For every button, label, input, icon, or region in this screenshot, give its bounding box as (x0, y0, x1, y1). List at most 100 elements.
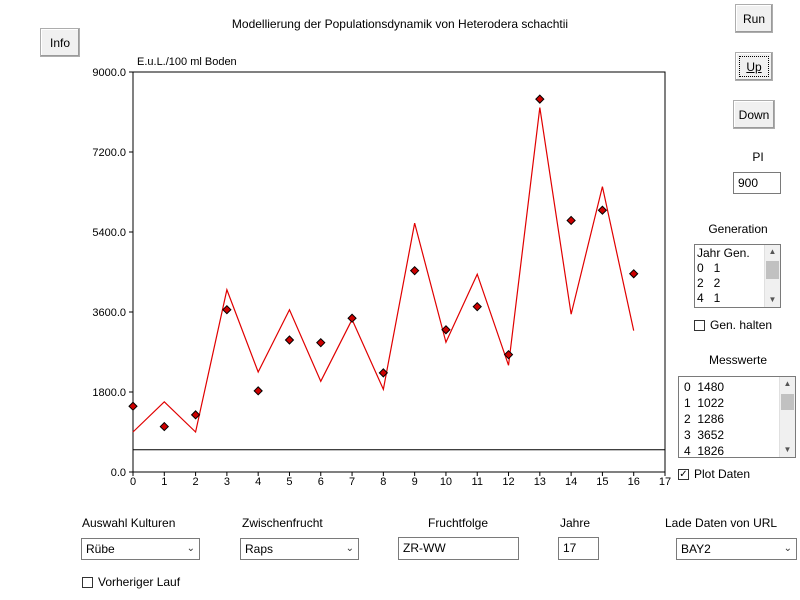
x-tick-label: 2 (193, 476, 199, 488)
data-point (253, 386, 263, 396)
jahre-label: Jahre (560, 516, 591, 530)
scroll-up-icon[interactable]: ▲ (783, 379, 792, 388)
up-button[interactable]: Up (735, 52, 773, 81)
pi-input[interactable]: 900 (733, 172, 781, 194)
messwerte-listbox[interactable]: 0 1480 1 1022 2 1286 3 3652 4 1826 ▲ ▼ (678, 376, 796, 458)
generation-label: Generation (708, 222, 768, 236)
messwerte-row[interactable]: 0 1480 (684, 380, 725, 394)
kulturen-label: Auswahl Kulturen (82, 516, 176, 530)
y-tick-label: 3600.0 (92, 307, 126, 319)
data-point (566, 215, 576, 226)
messwerte-row[interactable]: 4 1826 (684, 444, 725, 458)
scroll-down-icon[interactable]: ▼ (783, 445, 792, 454)
x-tick-label: 8 (380, 476, 386, 488)
plot-daten-label: Plot Daten (694, 467, 751, 481)
scroll-thumb[interactable] (766, 261, 779, 279)
x-tick-label: 7 (349, 476, 355, 488)
x-tick-label: 9 (412, 476, 418, 488)
messwerte-scrollbar[interactable]: ▲ ▼ (779, 377, 795, 457)
checkbox-icon[interactable] (694, 319, 705, 331)
plot-area (132, 71, 666, 473)
url-value: BAY2 (681, 542, 711, 556)
chevron-down-icon[interactable]: ⌄ (345, 543, 354, 554)
generation-row[interactable]: 2 2 (697, 276, 721, 290)
info-button-label: Info (49, 35, 70, 50)
jahre-input[interactable]: 17 (558, 537, 599, 560)
fruchtfolge-input[interactable]: ZR-WW (398, 537, 519, 560)
generation-listbox[interactable]: Jahr Gen. 0 1 2 2 4 1 ▲ ▼ (694, 244, 781, 308)
messwerte-row[interactable]: 2 1286 (684, 412, 725, 426)
chevron-down-icon[interactable]: ⌄ (783, 543, 792, 554)
x-tick-label: 4 (255, 476, 261, 488)
x-tick-label: 1 (161, 476, 167, 488)
chevron-down-icon[interactable]: ⌄ (186, 543, 195, 554)
x-tick-label: 17 (659, 476, 671, 488)
data-point (128, 401, 138, 411)
data-point (409, 265, 420, 276)
vorheriger-lauf-label: Vorheriger Lauf (98, 575, 181, 589)
y-tick-label: 1800.0 (92, 387, 126, 399)
data-point (222, 304, 232, 315)
data-point (316, 337, 326, 348)
data-point (441, 325, 451, 335)
messwerte-label: Messwerte (708, 353, 767, 367)
y-axis: 0.0 1800.0 3600.0 5400.0 7200.0 9000.0 (92, 67, 133, 479)
model-line (132, 107, 635, 434)
x-tick-label: 12 (502, 476, 514, 488)
run-button[interactable]: Run (735, 4, 773, 33)
generation-row[interactable]: 0 1 (697, 261, 721, 275)
data-point (628, 269, 639, 279)
scroll-up-icon[interactable]: ▲ (768, 247, 777, 256)
pi-label: PI (752, 150, 764, 164)
x-tick-label: 13 (534, 476, 546, 488)
scroll-thumb[interactable] (781, 394, 794, 410)
population-chart: E.u.L./100 ml Boden 0.0 1800.0 3600.0 5400.… (92, 56, 671, 488)
data-point (597, 205, 608, 215)
x-tick-label: 15 (596, 476, 608, 488)
x-tick-label: 3 (224, 476, 230, 488)
generation-scrollbar[interactable]: ▲ ▼ (764, 245, 780, 307)
y-axis-label: E.u.L./100 ml Boden (137, 56, 237, 68)
x-tick-label: 5 (286, 476, 292, 488)
fruchtfolge-label: Fruchtfolge (427, 516, 489, 530)
data-point (284, 335, 295, 345)
vorheriger-lauf-checkbox[interactable]: Vorheriger Lauf (82, 575, 180, 589)
kulturen-select[interactable]: Rübe ⌄ (81, 538, 200, 560)
checkbox-icon[interactable] (82, 576, 93, 588)
plot-daten-checkbox[interactable]: ✓ Plot Daten (678, 467, 750, 481)
zwischenfrucht-label: Zwischenfrucht (242, 516, 323, 530)
gen-halten-checkbox[interactable]: Gen. halten (694, 318, 772, 332)
down-button[interactable]: Down (733, 100, 775, 129)
kulturen-value: Rübe (86, 542, 115, 556)
data-point (347, 313, 357, 323)
messwerte-row[interactable]: 3 3652 (684, 428, 725, 442)
gen-halten-label: Gen. halten (710, 318, 773, 332)
generation-row[interactable]: 4 1 (697, 291, 721, 305)
generation-row[interactable]: Jahr Gen. (697, 246, 750, 260)
x-tick-label: 10 (440, 476, 452, 488)
scroll-down-icon[interactable]: ▼ (768, 295, 777, 304)
x-tick-label: 16 (628, 476, 640, 488)
zwischenfrucht-value: Raps (245, 542, 274, 556)
x-tick-label: 6 (318, 476, 324, 488)
down-button-label: Down (738, 107, 770, 122)
y-tick-label: 0.0 (111, 467, 126, 479)
up-button-label: Up (746, 59, 762, 74)
y-tick-label: 5400.0 (92, 227, 126, 239)
x-axis: 0 1 2 3 4 5 6 7 8 9 10 11 12 13 14 15 16 17 (130, 472, 671, 488)
x-tick-label: 0 (130, 476, 136, 488)
data-point (535, 94, 545, 104)
data-point (472, 301, 482, 312)
run-button-label: Run (742, 11, 765, 26)
info-button[interactable]: Info (40, 28, 80, 57)
data-point (503, 349, 514, 360)
messwerte-row[interactable]: 1 1022 (684, 396, 725, 410)
x-tick-label: 14 (565, 476, 577, 488)
url-select[interactable]: BAY2 ⌄ (676, 538, 797, 560)
zwischenfrucht-select[interactable]: Raps ⌄ (240, 538, 359, 560)
x-tick-label: 11 (472, 476, 483, 488)
data-points (128, 94, 639, 432)
y-tick-label: 9000.0 (92, 67, 126, 79)
checkbox-checked-icon[interactable]: ✓ (678, 468, 689, 480)
data-point (159, 421, 170, 432)
